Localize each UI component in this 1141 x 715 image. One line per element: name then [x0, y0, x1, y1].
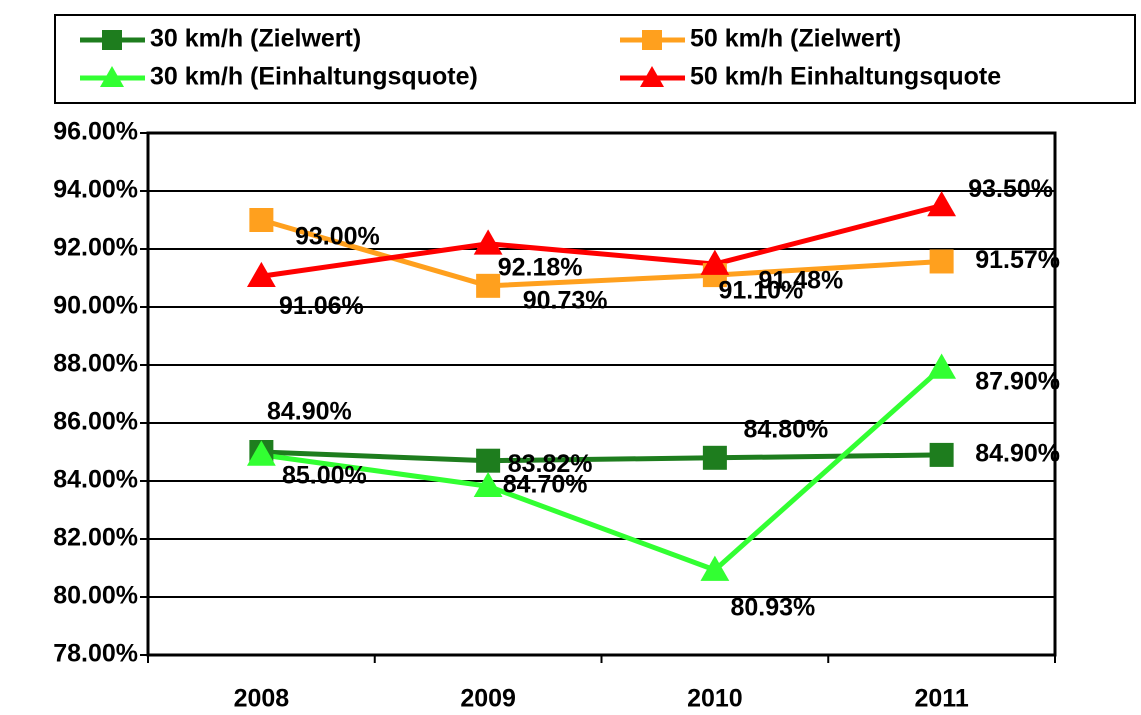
- y-tick-label: 92.00%: [53, 234, 138, 262]
- data-label: 87.90%: [975, 368, 1060, 396]
- legend-label: 30 km/h (Zielwert): [150, 25, 361, 53]
- data-label: 80.93%: [730, 594, 815, 622]
- marker: [929, 249, 954, 274]
- legend-box: [54, 14, 1136, 104]
- y-tick-label: 94.00%: [53, 176, 138, 204]
- marker: [249, 208, 274, 232]
- y-tick-label: 90.00%: [53, 292, 138, 320]
- data-label: 91.48%: [758, 267, 843, 295]
- legend-label: 50 km/h (Zielwert): [690, 25, 901, 53]
- data-label: 84.90%: [267, 398, 352, 426]
- data-label: 84.90%: [975, 440, 1060, 468]
- marker: [246, 440, 276, 466]
- series-line: [261, 203, 943, 279]
- series-line: [260, 217, 942, 289]
- data-label: 92.18%: [498, 253, 583, 281]
- y-tick-label: 80.00%: [53, 582, 138, 610]
- x-tick-label: 2009: [460, 685, 516, 713]
- marker: [927, 191, 957, 217]
- y-tick-label: 88.00%: [53, 350, 138, 378]
- data-label: 84.80%: [743, 415, 828, 443]
- marker: [929, 442, 954, 467]
- x-tick-label: 2008: [234, 685, 290, 713]
- marker: [102, 30, 122, 50]
- data-label: 85.00%: [282, 462, 367, 490]
- marker: [927, 353, 957, 379]
- y-tick-label: 96.00%: [53, 118, 138, 146]
- data-label: 90.73%: [523, 286, 608, 314]
- y-tick-label: 84.00%: [53, 466, 138, 494]
- data-label: 84.70%: [503, 470, 588, 498]
- marker: [473, 471, 503, 498]
- marker: [700, 555, 730, 581]
- x-tick-label: 2010: [687, 685, 743, 713]
- legend-label: 30 km/h (Einhaltungsquote): [150, 63, 478, 91]
- marker: [476, 448, 501, 473]
- marker: [473, 229, 503, 255]
- marker: [640, 66, 664, 87]
- marker: [246, 261, 276, 288]
- data-label: 93.00%: [295, 223, 380, 251]
- data-label: 91.10%: [718, 277, 803, 305]
- data-label: 93.50%: [968, 175, 1053, 203]
- data-label: 91.06%: [279, 292, 364, 320]
- x-tick-label: 2011: [915, 685, 969, 713]
- legend-label: 50 km/h Einhaltungsquote: [690, 63, 1001, 91]
- series-line: [261, 449, 942, 464]
- series-line: [261, 366, 944, 573]
- marker: [702, 445, 727, 470]
- marker: [100, 66, 124, 87]
- data-label: 83.82%: [508, 450, 593, 478]
- marker: [642, 30, 662, 50]
- marker: [700, 249, 730, 275]
- data-label: 91.57%: [975, 246, 1060, 274]
- y-tick-label: 82.00%: [53, 524, 138, 552]
- y-tick-label: 86.00%: [53, 408, 138, 436]
- marker: [476, 273, 501, 298]
- y-tick-label: 78.00%: [53, 640, 138, 668]
